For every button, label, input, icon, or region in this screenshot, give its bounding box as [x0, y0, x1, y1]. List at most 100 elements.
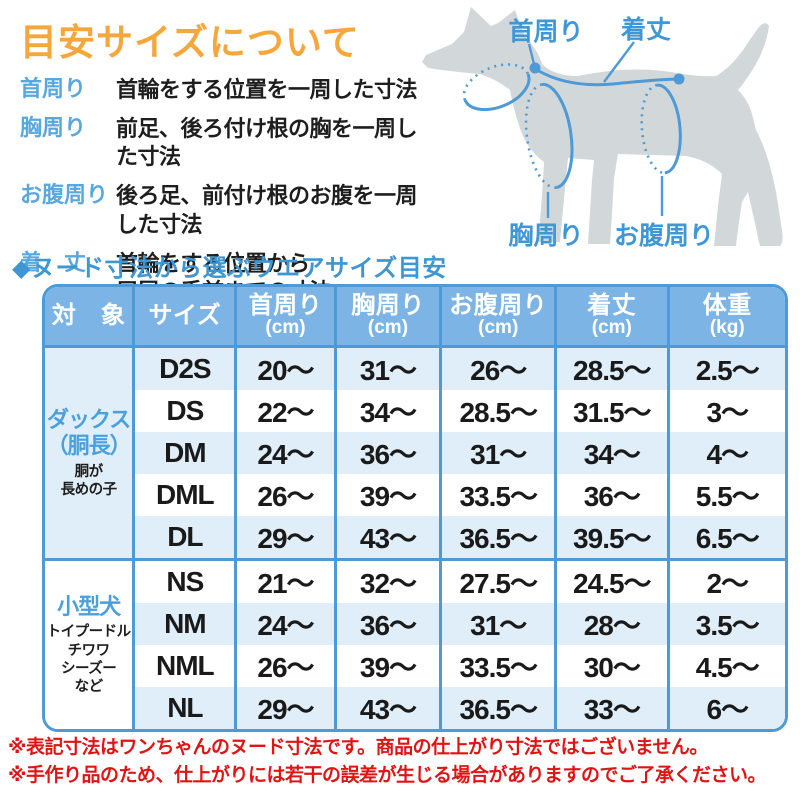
neck-cell: 24～	[235, 603, 337, 645]
table-row: DS 22～ 34～ 28.5～ 31.5～ 3～	[45, 390, 785, 432]
dog-silhouette	[422, 7, 783, 246]
length-cell: 33～	[555, 687, 670, 729]
belly-cell: 31～	[440, 432, 558, 474]
size-cell: NS	[133, 558, 238, 603]
dog-diagram-svg: 首周り 着丈 胸周り お腹周り	[422, 7, 783, 250]
length-cell: 36～	[555, 474, 670, 516]
weight-cell: 4.5～	[668, 645, 785, 687]
length-cell: 28.5～	[555, 346, 670, 390]
table-header-row: 対 象 サイズ 首周り (cm) 胸周り (cm) お腹周り (cm) 着丈 (cm) …	[45, 287, 785, 348]
header-size: サイズ	[133, 287, 238, 348]
subject-cell: 小型犬トイプードル チワワ シーズー など	[45, 558, 136, 729]
header-chest: 胸周り (cm)	[335, 287, 443, 348]
length-leader-line	[603, 41, 635, 83]
header-neck: 首周り (cm)	[235, 287, 337, 348]
diagram-label-length: 着丈	[620, 15, 671, 44]
belly-cell: 36.5～	[440, 687, 558, 729]
header-weight: 体重 (kg)	[668, 287, 785, 348]
legend-desc: 前足、後ろ付け根の胸を一周した寸法	[116, 116, 418, 170]
weight-cell: 5.5～	[668, 474, 785, 516]
neck-cell: 26～	[235, 474, 337, 516]
size-cell: NL	[133, 687, 238, 729]
size-cell: DML	[133, 474, 238, 516]
belly-ring	[640, 83, 682, 175]
table-row: 小型犬 トイプードル チワワ シーズー など NS 21～ 32～ 27.5～ 24.5～ 2…	[45, 558, 785, 729]
belly-cell: 36.5～	[440, 516, 558, 560]
neck-cell: 29～	[235, 687, 337, 729]
chest-ring-front	[541, 82, 574, 189]
chest-cell: 43～	[335, 687, 443, 729]
back-length-line	[536, 68, 679, 87]
length-cell: 30～	[555, 645, 670, 687]
belly-cell: 33.5～	[440, 474, 558, 516]
size-table-body: ダックス （胴長） 胴が 長めの子 D2S 20～ 31～ 26～ 28.5～ 2.5～ DS 2…	[45, 346, 785, 729]
table-row: NM 24～ 36～ 31～ 28～ 3.5～	[45, 603, 785, 645]
legend-term: お腹周り	[20, 182, 109, 208]
neck-cell: 24～	[235, 432, 337, 474]
chest-cell: 31～	[335, 346, 443, 390]
size-cell: DM	[133, 432, 238, 474]
neck-cell: 26～	[235, 645, 337, 687]
neck-cell: 21～	[235, 558, 337, 603]
neck-point-dot	[529, 62, 541, 74]
legend-term: 首周り	[20, 76, 87, 101]
neck-cell: 29～	[235, 516, 337, 560]
size-cell: DS	[133, 390, 238, 432]
subject-sub-label: 胴が 長めの子	[60, 463, 118, 498]
subject-cell: ダックス （胴長） 胴が 長めの子	[45, 346, 136, 560]
tail-point-dot	[673, 73, 685, 85]
size-table: 対 象 サイズ 首周り (cm) 胸周り (cm) お腹周り (cm) 着丈 (cm) …	[42, 284, 788, 732]
chest-cell: 32～	[335, 558, 443, 603]
size-cell: NML	[133, 645, 238, 687]
diagram-label-belly: お腹周り	[614, 221, 714, 250]
size-cell: D2S	[133, 346, 238, 390]
legend-term: 着 丈	[20, 249, 87, 275]
table-row: NML 26～ 39～ 33.5～ 30～ 4.5～	[45, 645, 785, 687]
measurement-legend: 首周り 首輪をする位置を一周した寸法 胸周り 前足、後ろ付け根の胸を一周した寸法…	[20, 76, 432, 317]
length-cell: 28～	[555, 603, 670, 645]
subject-sub-label: トイプードル チワワ シーズー など	[46, 624, 132, 695]
table-row: DML 26～ 39～ 33.5～ 36～ 5.5～	[45, 474, 785, 516]
weight-cell: 4～	[668, 432, 785, 474]
belly-cell: 28.5～	[440, 390, 558, 432]
weight-cell: 6～	[668, 687, 785, 729]
chest-cell: 36～	[335, 603, 443, 645]
length-cell: 34～	[555, 432, 670, 474]
neck-ring-front	[463, 73, 531, 112]
table-row: DL 29～ 43～ 36.5～ 39.5～ 6.5～	[45, 516, 785, 560]
belly-ring-front	[657, 83, 682, 175]
chest-ring	[524, 82, 574, 189]
chest-cell: 39～	[335, 645, 443, 687]
weight-cell: 2.5～	[668, 346, 785, 390]
weight-cell: 3～	[668, 390, 785, 432]
dog-measurement-diagram: 首周り 着丈 胸周り お腹周り	[418, 2, 798, 266]
legend-desc: 後ろ足、前付け根のお腹を一周した寸法	[116, 183, 418, 237]
belly-cell: 27.5～	[440, 558, 558, 603]
section-heading: ◆ヌード寸法から選ぶウエアサイズ目安	[12, 255, 447, 282]
subject-main-label: ダックス （胴長）	[46, 406, 132, 459]
neck-leader-line	[527, 43, 536, 65]
chest-cell: 43～	[335, 516, 443, 560]
header-length: 着丈 (cm)	[555, 287, 670, 348]
belly-cell: 26～	[440, 346, 558, 390]
neck-cell: 22～	[235, 390, 337, 432]
footnote-line: ※表記寸法はワンちゃんのヌード寸法です。商品の仕上がり寸法ではございません。	[8, 737, 709, 758]
legend-term: 胸周り	[20, 115, 87, 141]
footnotes: ※表記寸法はワンちゃんのヌード寸法です。商品の仕上がり寸法ではございません。 ※…	[8, 734, 798, 789]
page-title: 目安サイズについて	[20, 22, 360, 63]
legend-item-neck: 首周り 首輪をする位置を一周した寸法	[20, 76, 432, 104]
belly-cell: 31～	[440, 603, 558, 645]
table-row: DM 24～ 36～ 31～ 34～ 4～	[45, 432, 785, 474]
chest-cell: 39～	[335, 474, 443, 516]
neck-cell: 20～	[235, 346, 337, 390]
table-row: NL 29～ 43～ 36.5～ 33～ 6～	[45, 687, 785, 729]
legend-desc: 首輪をする位置を一周した寸法	[116, 77, 418, 102]
subject-main-label: 小型犬	[57, 594, 121, 620]
chest-cell: 34～	[335, 390, 443, 432]
size-cell: NM	[133, 603, 238, 645]
neck-ring-back-dotted	[462, 63, 530, 101]
size-cell: DL	[133, 516, 238, 560]
diagram-label-chest: 胸周り	[508, 222, 583, 250]
weight-cell: 6.5～	[668, 516, 785, 560]
legend-item-belly: お腹周り 後ろ足、前付け根のお腹を一周した寸法	[20, 182, 432, 238]
